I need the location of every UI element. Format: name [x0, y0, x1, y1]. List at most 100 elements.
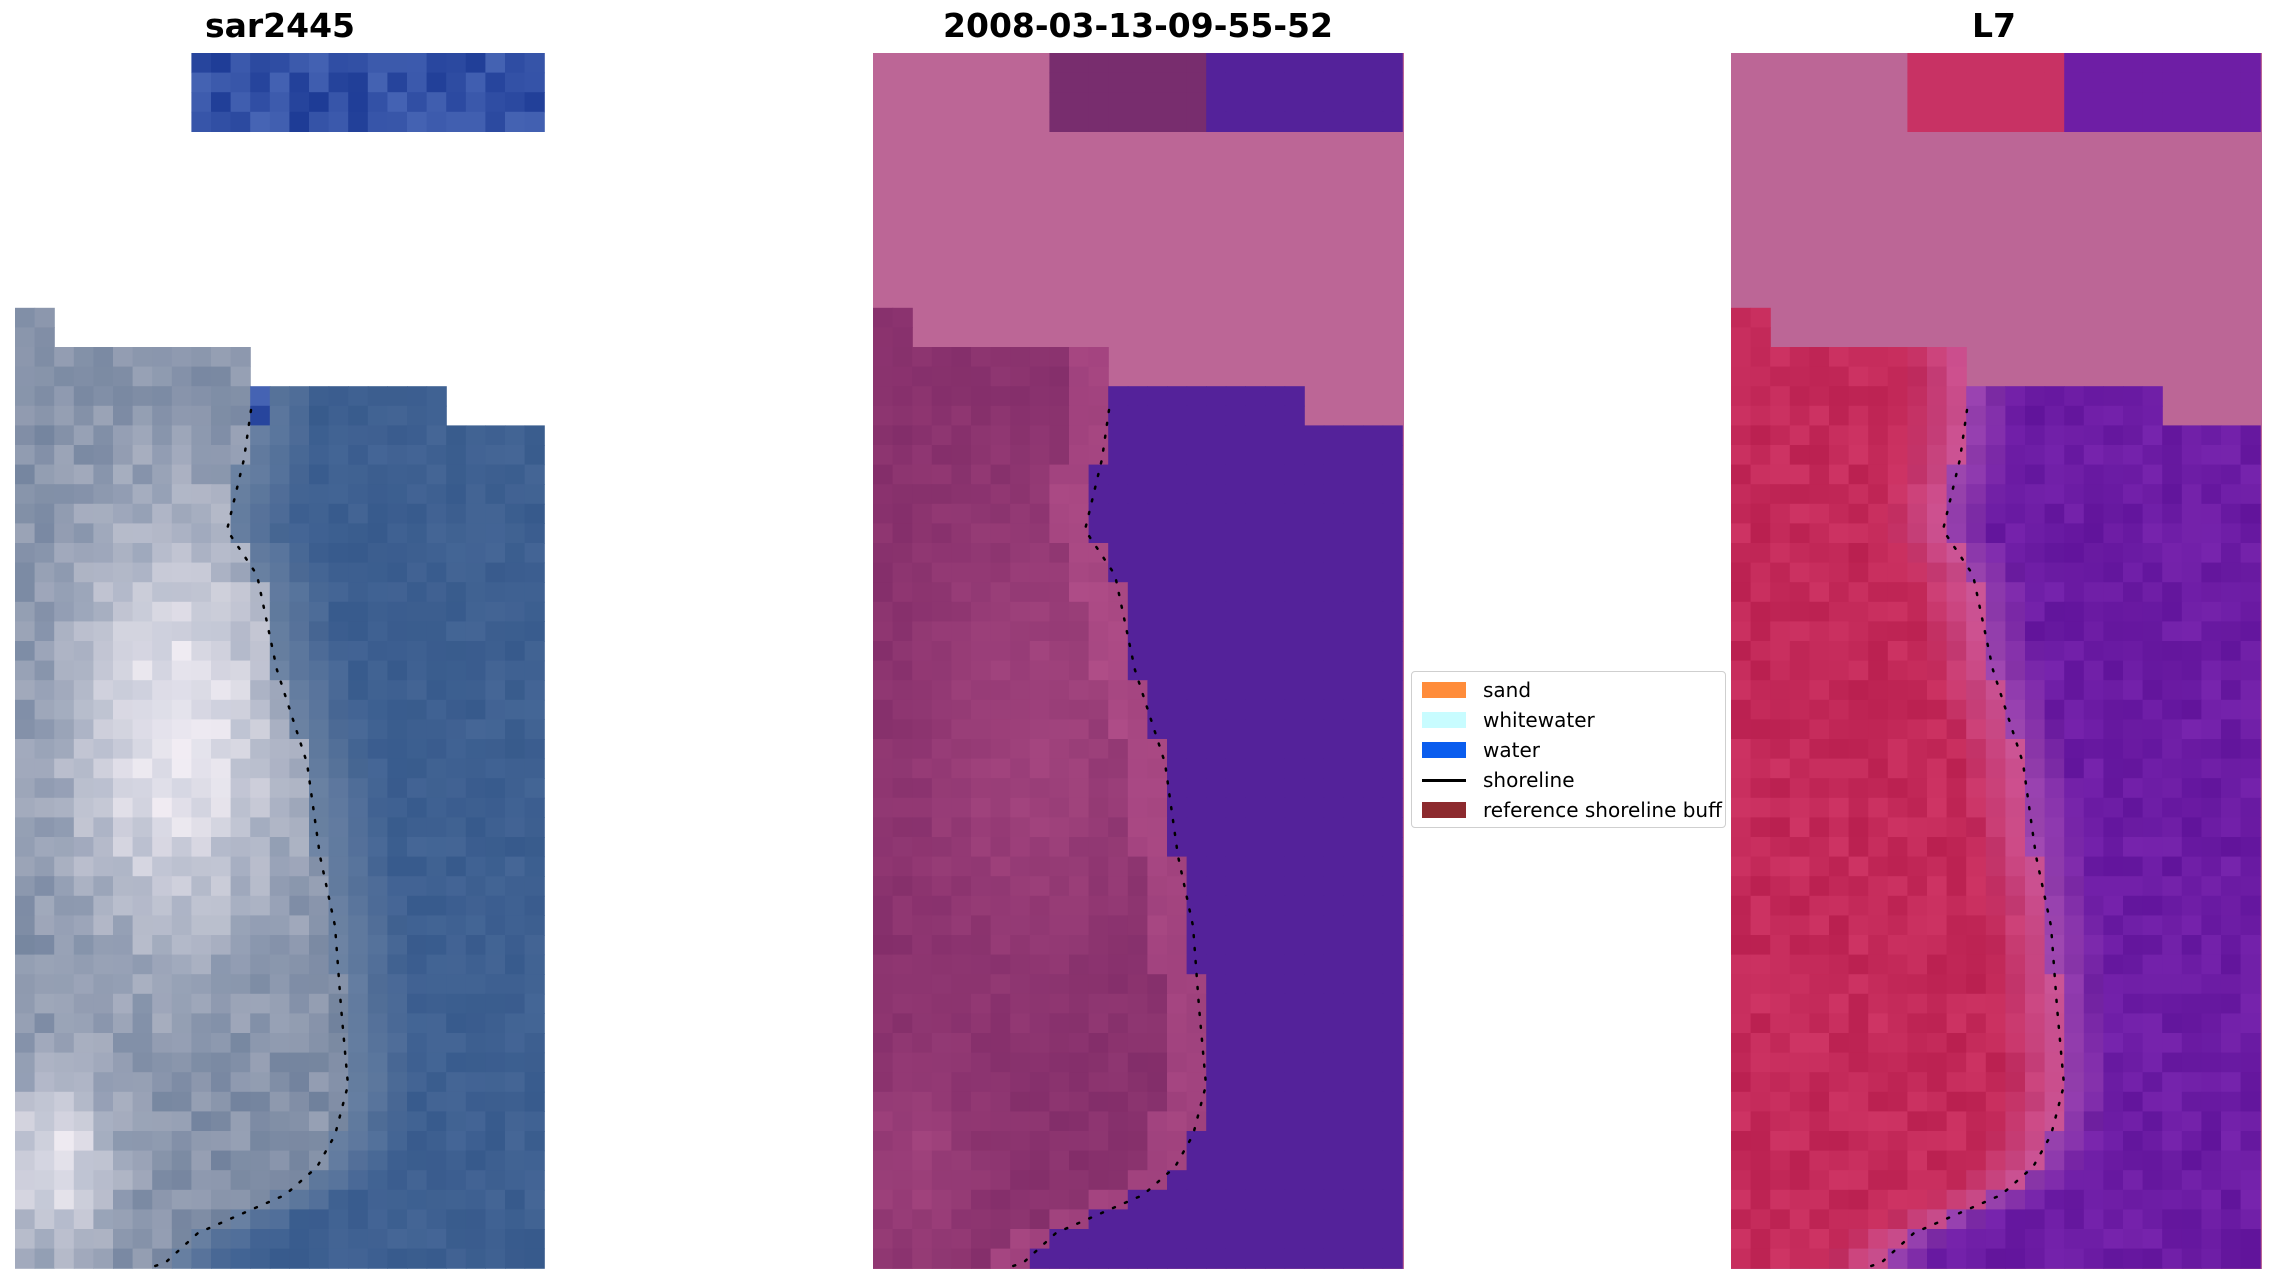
pixel — [191, 895, 212, 916]
pixel — [2181, 856, 2202, 877]
pixel — [1245, 935, 1266, 956]
pixel — [2123, 719, 2144, 740]
pixel — [1245, 621, 1266, 642]
pixel — [289, 1033, 310, 1054]
pixel — [951, 837, 972, 858]
pixel — [269, 1209, 290, 1230]
pixel — [2201, 915, 2222, 936]
pixel — [2025, 523, 2046, 544]
pixel — [15, 484, 36, 505]
pixel — [152, 1072, 173, 1093]
pixel — [1206, 797, 1227, 818]
pixel — [289, 837, 310, 858]
pixel — [367, 445, 388, 466]
pixel — [1206, 1052, 1227, 1073]
pixel — [1167, 758, 1188, 779]
pixel — [1206, 699, 1227, 720]
pixel — [912, 1013, 933, 1034]
pixel — [873, 1131, 894, 1152]
pixel — [328, 92, 349, 113]
pixel — [485, 543, 506, 564]
pixel — [407, 523, 428, 544]
pixel — [1108, 386, 1129, 407]
pixel — [1069, 1072, 1090, 1093]
pixel — [211, 1052, 232, 1073]
pixel — [230, 1072, 251, 1093]
pixel — [2240, 425, 2261, 446]
pixel — [2025, 974, 2046, 995]
pixel — [1731, 1091, 1752, 1112]
pixel — [446, 523, 467, 544]
pixel — [1284, 817, 1305, 838]
pixel — [1049, 72, 1070, 93]
pixel — [2221, 1189, 2242, 1210]
pixel — [2240, 641, 2261, 662]
pixel — [152, 641, 173, 662]
pixel — [2162, 1072, 2183, 1093]
pixel — [505, 641, 526, 662]
pixel — [2221, 445, 2242, 466]
pixel — [113, 739, 134, 760]
pixel — [485, 915, 506, 936]
pixel — [873, 699, 894, 720]
pixel — [191, 445, 212, 466]
pixel — [2103, 680, 2124, 701]
pixel — [1245, 405, 1266, 426]
pixel — [407, 915, 428, 936]
pixel — [1186, 543, 1207, 564]
pixel — [1946, 1131, 1967, 1152]
pixel — [1829, 1033, 1850, 1054]
pixel — [2221, 1052, 2242, 1073]
pixel — [132, 445, 153, 466]
pixel — [132, 699, 153, 720]
pixel — [1363, 1170, 1384, 1191]
pixel — [1907, 641, 1928, 662]
pixel — [465, 72, 486, 93]
pixel — [873, 758, 894, 779]
pixel — [387, 837, 408, 858]
pixel — [54, 1013, 75, 1034]
pixel — [892, 1170, 913, 1191]
pixel — [505, 915, 526, 936]
pixel — [328, 1033, 349, 1054]
pixel — [328, 660, 349, 681]
pixel — [2142, 778, 2163, 799]
pixel — [73, 445, 94, 466]
pixel — [387, 621, 408, 642]
pixel — [951, 503, 972, 524]
pixel — [465, 895, 486, 916]
pixel — [1127, 111, 1148, 132]
pixel — [1323, 1131, 1344, 1152]
pixel — [2221, 778, 2242, 799]
pixel — [309, 1229, 330, 1250]
pixel — [505, 484, 526, 505]
pixel — [309, 562, 330, 583]
pixel — [465, 1091, 486, 1112]
pixel — [485, 111, 506, 132]
pixel — [1225, 1189, 1246, 1210]
pixel — [289, 1189, 310, 1210]
pixel — [2044, 601, 2065, 622]
pixel — [485, 895, 506, 916]
pixel — [505, 562, 526, 583]
pixel — [2103, 660, 2124, 681]
pixel — [2025, 386, 2046, 407]
pixel — [113, 758, 134, 779]
pixel — [426, 1229, 447, 1250]
pixel — [54, 954, 75, 975]
pixel — [230, 425, 251, 446]
pixel — [2064, 523, 2085, 544]
pixel — [1147, 1091, 1168, 1112]
pixel — [93, 1209, 114, 1230]
pixel — [2123, 1033, 2144, 1054]
pixel — [132, 797, 153, 818]
pixel — [1225, 523, 1246, 544]
pixel — [132, 660, 153, 681]
pixel — [54, 895, 75, 916]
pixel — [1343, 1052, 1364, 1073]
pixel — [1809, 1072, 1830, 1093]
pixel — [1985, 935, 2006, 956]
pixel — [1225, 503, 1246, 524]
pixel — [387, 1052, 408, 1073]
pixel — [191, 719, 212, 740]
